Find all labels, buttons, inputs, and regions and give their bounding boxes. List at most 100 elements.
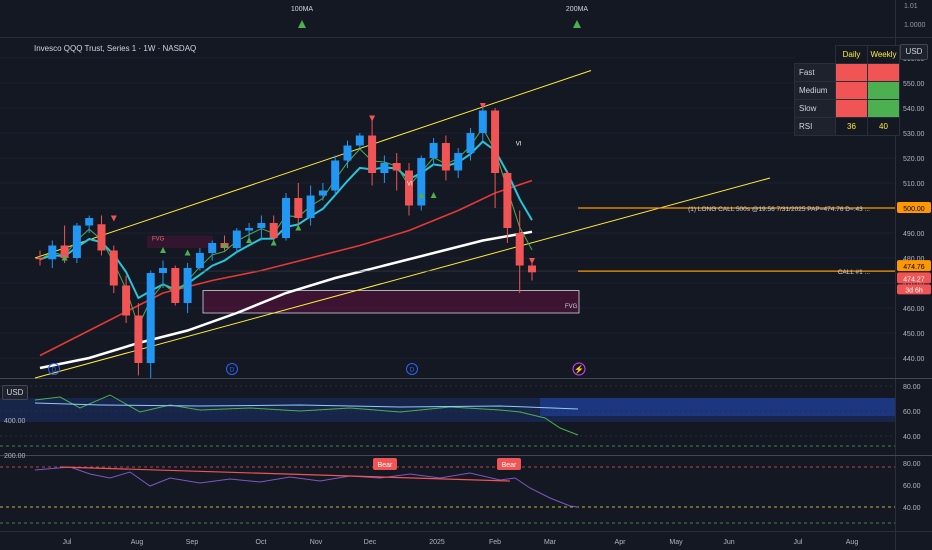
time-tick-2: Sep — [186, 539, 199, 546]
candle-body-29 — [392, 163, 401, 171]
candle-body-20 — [282, 198, 290, 238]
ind2-divergence — [59, 466, 511, 482]
fvg-zones: FVG FVG — [147, 235, 580, 314]
price-tick-440: 440.00 — [903, 356, 925, 363]
indicator-currency-button[interactable]: USD — [2, 385, 28, 400]
candle-body-12 — [183, 268, 192, 303]
candle-body-1 — [48, 245, 57, 260]
candle-body-38 — [503, 173, 512, 228]
candle-body-6 — [109, 250, 118, 286]
col-weekly: Weekly — [867, 45, 900, 64]
candle-body-2 — [60, 245, 69, 258]
bear-label-0: Bear — [378, 462, 393, 469]
price-tick-460: 460.00 — [903, 306, 925, 313]
time-tick-8: Mar — [544, 539, 557, 546]
buy-marker-3 — [221, 242, 228, 248]
candle-body-9 — [146, 273, 155, 363]
price-tick-550: 550.00 — [903, 81, 925, 88]
price-tag-500: 500.00 — [903, 206, 925, 213]
buy-marker-8 — [430, 192, 437, 198]
row-slow-label: Slow — [794, 99, 836, 118]
ma100-top-label: 100MA — [291, 6, 314, 13]
moving-averages: (1) LONG CALL 500s @19.56 7/31/2025 PAP=… — [34, 70, 895, 379]
candle-body-4 — [85, 218, 94, 226]
time-tick-3: Oct — [256, 539, 267, 546]
fvg-label-large: FVG — [565, 304, 578, 310]
price-tag-500-bg — [897, 202, 931, 213]
position-label: (1) LONG CALL 500s @19.56 7/31/2025 PAP=… — [688, 206, 870, 213]
bear-label-1: Bear — [502, 462, 517, 469]
price-tick-490: 490.00 — [903, 231, 925, 238]
time-axis: Jul Aug Sep Oct Nov Dec 2025 Feb Mar Apr May Jun Jul… — [63, 539, 859, 546]
channel-lower — [34, 177, 771, 379]
candle-body-0 — [36, 258, 44, 260]
candle-body-25 — [343, 145, 352, 161]
signal-table: Daily Weekly Fast Medium Slow RSI 36 40 — [794, 45, 900, 136]
price-axis: 440.00450.00460.00470.00480.00490.00500.… — [897, 56, 931, 363]
time-tick-12: Jul — [794, 539, 803, 546]
ind2-tick-80: 80.00 — [903, 461, 921, 468]
row-fast-label: Fast — [794, 63, 836, 82]
candle-body-19 — [269, 223, 278, 238]
vi-label-1: VI — [407, 182, 413, 188]
medium-daily-cell — [835, 81, 868, 100]
price-tag-last: 474.76 — [903, 264, 925, 271]
time-tick-5: Dec — [364, 539, 377, 546]
row-medium-label: Medium — [794, 81, 836, 100]
price-tick-540: 540.00 — [903, 106, 925, 113]
event-circle-0 — [48, 363, 60, 375]
top-scale-1: 1.01 — [904, 3, 918, 10]
event-label-1: D — [230, 367, 235, 374]
candles — [36, 105, 536, 378]
currency-button[interactable]: USD — [900, 44, 928, 60]
ind1-tick-80: 80.00 — [903, 384, 921, 391]
candle-body-36 — [478, 110, 487, 133]
time-tick-6: 2025 — [429, 539, 445, 546]
sell-marker-0 — [110, 215, 117, 222]
row-rsi-label: RSI — [794, 117, 836, 136]
fast-weekly-cell — [867, 63, 900, 82]
candle-body-22 — [306, 195, 315, 218]
candle-body-32 — [429, 143, 438, 158]
channel-upper — [34, 70, 592, 259]
slow-daily-cell — [835, 99, 868, 118]
ind1-left-tick-0: 400.00 — [4, 418, 26, 425]
indicator-pane-2: 40.00 60.00 80.00 Bear Bear — [0, 458, 921, 524]
signal-markers: VI VI D D D ⚡ — [48, 103, 586, 376]
fast-daily-cell — [835, 63, 868, 82]
price-tick-510: 510.00 — [903, 181, 925, 188]
bear-bg-1 — [497, 458, 521, 470]
sell-marker-3 — [529, 258, 535, 264]
fvg-label-small: FVG — [152, 237, 165, 243]
sell-marker-1 — [369, 115, 376, 122]
price-tag-current: 474.27 — [903, 276, 925, 283]
ma200-top-label: 200MA — [566, 6, 589, 13]
candle-body-37 — [491, 110, 500, 173]
rsi-daily-value: 36 — [835, 117, 868, 136]
call-label: CALL #1 ... — [838, 269, 870, 276]
candle-body-40 — [528, 265, 536, 273]
countdown-tag: 3d 6h — [905, 287, 923, 294]
event-label-0: D — [52, 367, 57, 374]
buy-marker-5 — [270, 239, 277, 246]
ind1-green-line — [34, 394, 579, 436]
col-daily: Daily — [835, 45, 868, 64]
time-tick-11: Jun — [723, 539, 734, 546]
symbol-title: Invesco QQQ Trust, Series 1 · 1W · NASDA… — [34, 44, 197, 53]
ind1-tick-40: 40.00 — [903, 434, 921, 441]
buy-marker-6 — [295, 224, 302, 231]
time-tick-1: Aug — [131, 539, 144, 546]
vi-label-2: VI — [516, 142, 522, 148]
buy-marker-7 — [418, 192, 425, 198]
buy-marker-1 — [160, 247, 166, 253]
candle-body-34 — [454, 153, 463, 171]
top-strip-bg — [0, 0, 932, 37]
candle-body-23 — [318, 190, 327, 196]
candle-body-17 — [245, 228, 254, 231]
price-tick-520: 520.00 — [903, 156, 925, 163]
ind2-tick-40: 40.00 — [903, 505, 921, 512]
fvg-box-small — [147, 235, 213, 248]
time-tick-7: Feb — [489, 539, 501, 546]
medium-weekly-cell — [867, 81, 900, 100]
